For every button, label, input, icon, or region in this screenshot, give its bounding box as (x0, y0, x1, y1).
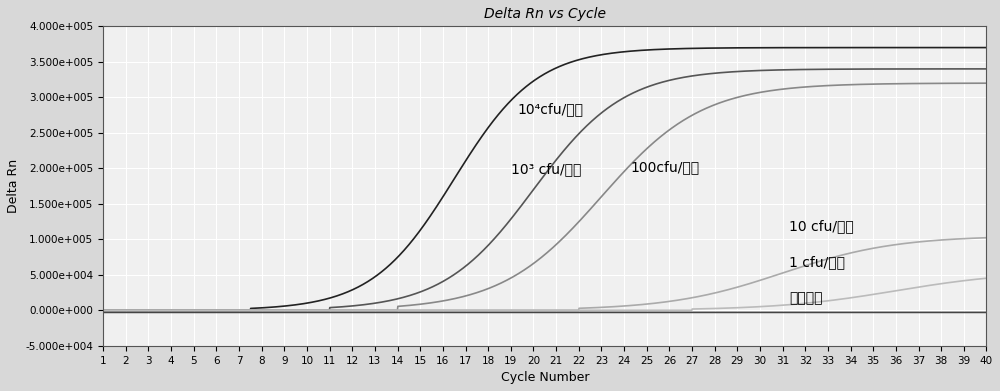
Text: 10³ cfu/反应: 10³ cfu/反应 (511, 162, 581, 176)
Text: 100cfu/反应: 100cfu/反应 (631, 160, 700, 174)
Text: 阴性对照: 阴性对照 (789, 291, 823, 305)
Text: 1 cfu/反应: 1 cfu/反应 (789, 255, 845, 269)
X-axis label: Cycle Number: Cycle Number (501, 371, 589, 384)
Y-axis label: Delta Rn: Delta Rn (7, 159, 20, 213)
Text: 10⁴cfu/反应: 10⁴cfu/反应 (518, 102, 584, 116)
Text: 10 cfu/反应: 10 cfu/反应 (789, 219, 854, 233)
Title: Delta Rn vs Cycle: Delta Rn vs Cycle (484, 7, 606, 21)
